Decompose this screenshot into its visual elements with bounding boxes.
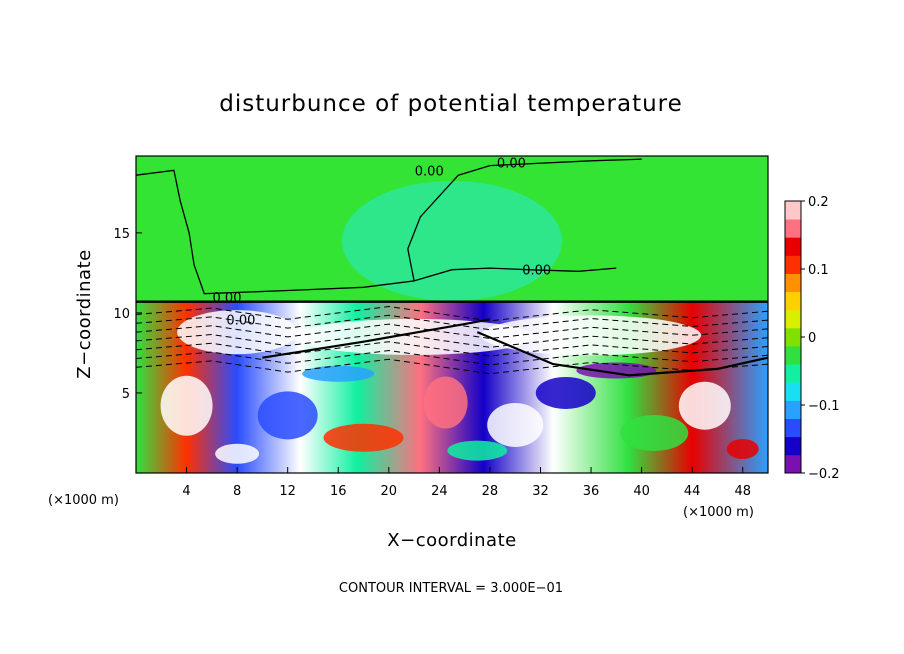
contour-dashed-3	[135, 332, 769, 348]
colorbar-segment-11	[785, 255, 801, 274]
anomaly-patch-6	[423, 376, 468, 429]
contour-dashed-5	[135, 349, 769, 366]
colorbar-segment-6	[785, 346, 801, 365]
anomaly-patch-3	[160, 375, 213, 436]
anomaly-patch-13	[447, 440, 508, 461]
anomaly-patch-15	[302, 365, 375, 382]
colorbar-label-0: 0.2	[808, 195, 829, 210]
colorbar-segment-13	[785, 219, 801, 238]
anomaly-patch-2	[481, 315, 702, 356]
colorbar-label-3: −0.1	[808, 399, 840, 414]
colorbar-segment-9	[785, 291, 801, 311]
x-axis-unit: (×1000 m)	[683, 505, 754, 520]
colorbar-label-2: 0	[808, 331, 816, 346]
x-axis-ticks: 4 8 12 16 20 24 28 32 36 40 44 48	[182, 467, 751, 499]
anomaly-patch-11	[726, 438, 759, 459]
contour-labels: 0.00 0.00 0.00 0.00 0.00	[213, 156, 552, 328]
colorbar: 0.2 0.1 0 −0.1 −0.2	[784, 195, 840, 482]
x-tick-label-36: 36	[583, 484, 600, 499]
x-tick-label-8: 8	[233, 484, 241, 499]
contour-dashed-1	[135, 314, 769, 331]
anomaly-patch-8	[535, 376, 596, 409]
x-axis-label: X−coordinate	[387, 530, 516, 551]
x-tick-label-12: 12	[279, 484, 296, 499]
x-tick-label-4: 4	[182, 484, 190, 499]
contour-zero-mid	[413, 267, 617, 282]
colorbar-label-1: 0.1	[808, 263, 829, 278]
x-tick-label-28: 28	[482, 484, 499, 499]
anomaly-patches	[160, 180, 759, 464]
contour-band-right	[476, 331, 769, 377]
contour-dashed-2	[135, 323, 769, 340]
x-tick-label-20: 20	[381, 484, 398, 499]
colorbar-segment-10	[785, 273, 801, 293]
colorbar-segment-8	[785, 309, 801, 329]
colorbar-segment-5	[785, 364, 801, 383]
colorbar-label-4: −0.2	[808, 467, 840, 482]
contour-dashed-0	[135, 305, 769, 322]
anomaly-patch-9	[620, 414, 689, 451]
colorbar-segment-2	[785, 418, 801, 438]
colorbar-segment-7	[785, 327, 801, 347]
contour-label-2: 0.00	[522, 264, 551, 279]
y-tick-label-5: 5	[122, 387, 130, 402]
anomaly-patch-4	[257, 391, 318, 440]
contour-dashed-4	[135, 341, 769, 357]
x-tick-label-16: 16	[330, 484, 347, 499]
plot-area: 0.00 0.00 0.00 0.00 0.00	[135, 155, 769, 474]
x-tick-label-32: 32	[532, 484, 549, 499]
contour-band-left	[262, 318, 491, 359]
contour-label-3: 0.00	[213, 291, 242, 306]
anomaly-patch-5	[323, 423, 404, 452]
y-tick-label-15: 15	[113, 227, 130, 242]
y-axis-unit: (×1000 m)	[48, 493, 119, 508]
contour-label-0: 0.00	[415, 164, 444, 179]
x-tick-label-24: 24	[431, 484, 448, 499]
colorbar-segment-12	[785, 237, 801, 256]
colorbar-segment-0	[785, 454, 801, 474]
anomaly-patch-7	[487, 402, 544, 447]
x-tick-label-40: 40	[633, 484, 650, 499]
plot-frame	[135, 155, 769, 474]
anomaly-patch-12	[215, 443, 260, 464]
contour-dashed-6	[135, 358, 769, 375]
y-axis-ticks: 5 10 15	[113, 227, 142, 402]
x-tick-label-44: 44	[684, 484, 701, 499]
y-axis-label: Z−coordinate	[74, 249, 95, 378]
colorbar-segment-3	[785, 400, 801, 419]
anomaly-patch-16	[342, 180, 562, 301]
colorbar-segment-14	[785, 201, 801, 220]
chart-title: disturbunce of potential temperature	[219, 91, 683, 117]
contour-label-4: 0.00	[226, 313, 255, 328]
contour-lines	[135, 158, 769, 377]
colorbar-segment-1	[785, 436, 801, 456]
anomaly-patch-10	[678, 381, 731, 430]
contour-interval-note: CONTOUR INTERVAL = 3.000E−01	[339, 581, 563, 596]
contour-label-1: 0.00	[497, 156, 526, 171]
colorbar-segment-4	[785, 382, 801, 401]
contour-zero-upper	[135, 158, 642, 295]
x-tick-label-48: 48	[734, 484, 751, 499]
y-tick-label-10: 10	[113, 307, 130, 322]
